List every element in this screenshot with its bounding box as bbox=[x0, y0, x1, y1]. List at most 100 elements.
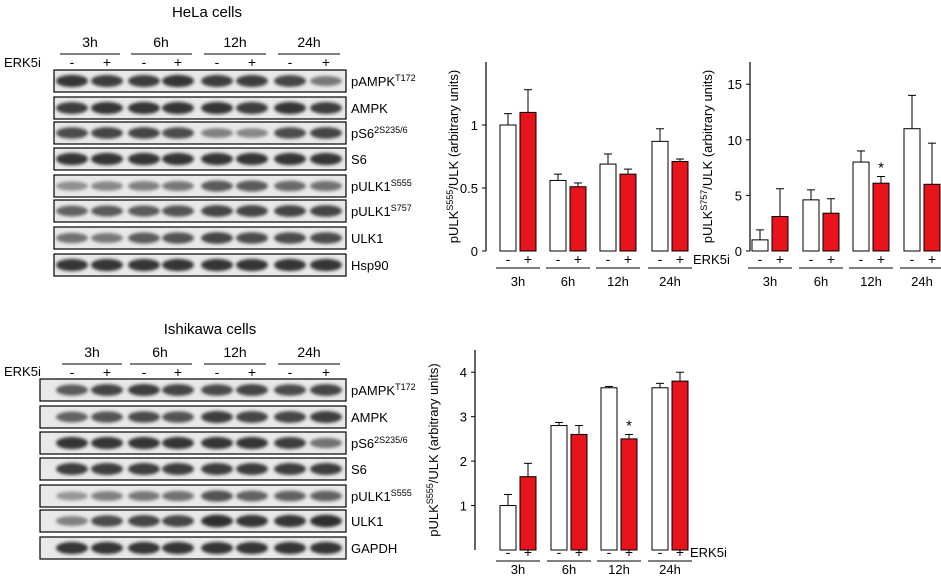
blot-band bbox=[310, 76, 342, 86]
protein-label: ULK1 bbox=[351, 231, 384, 246]
blot-band bbox=[91, 384, 123, 396]
protein-label: AMPK bbox=[351, 410, 388, 425]
protein-site: S757 bbox=[391, 203, 412, 213]
sign-plus: + bbox=[174, 364, 182, 380]
blot-band bbox=[201, 258, 233, 272]
blot-band bbox=[274, 75, 306, 87]
y-tick-label: 0.5 bbox=[460, 181, 478, 196]
category-label: 3h bbox=[511, 562, 525, 576]
sign-plus: + bbox=[248, 54, 256, 70]
y-label-site: S555 bbox=[445, 190, 455, 211]
bar-erk5i bbox=[519, 476, 537, 551]
bar-control bbox=[751, 239, 769, 252]
protein-label: Hsp90 bbox=[351, 258, 389, 273]
y-label-site: S555 bbox=[425, 483, 435, 504]
blot-band bbox=[128, 232, 160, 244]
blot-band bbox=[91, 436, 123, 450]
sign-plus: + bbox=[574, 251, 582, 267]
sign-plus: + bbox=[248, 364, 256, 380]
blot-band bbox=[91, 491, 123, 501]
sign-minus: - bbox=[70, 364, 75, 380]
sign-row: - + - + - + - + bbox=[70, 364, 330, 380]
protein-label: S6 bbox=[351, 152, 367, 167]
sign-minus: - bbox=[288, 54, 293, 70]
treatment-label: ERK5i bbox=[693, 252, 730, 267]
sign-minus: - bbox=[557, 544, 562, 560]
blot-band bbox=[56, 152, 88, 166]
timepoint-label: 6h bbox=[153, 34, 169, 50]
blot-band bbox=[274, 152, 306, 166]
blot-row: GAPDH bbox=[39, 536, 397, 560]
blot-band bbox=[236, 102, 268, 114]
blot-band bbox=[162, 74, 194, 88]
blot-band bbox=[128, 384, 160, 396]
blot-band bbox=[128, 75, 160, 87]
bar-control bbox=[600, 387, 618, 551]
blot-row: AMPK bbox=[53, 96, 388, 120]
blot-band bbox=[91, 541, 123, 555]
protein-label: ULK1 bbox=[351, 514, 384, 529]
y-label-part: pULK bbox=[700, 210, 715, 243]
blot-band bbox=[310, 205, 342, 217]
protein-label: GAPDH bbox=[351, 541, 397, 556]
blot-band bbox=[201, 180, 233, 192]
protein-label: pAMPKT172 bbox=[351, 73, 416, 89]
blot-band bbox=[162, 411, 194, 423]
y-label-part: pULK bbox=[426, 504, 441, 537]
blot-row: pULK1S757 bbox=[53, 199, 412, 223]
blot-row: pULK1S555 bbox=[39, 484, 412, 508]
blot-strip bbox=[53, 253, 347, 277]
sign-plus: + bbox=[575, 544, 583, 560]
blot-band bbox=[128, 181, 160, 191]
sign-minus: - bbox=[215, 364, 220, 380]
blot-band bbox=[310, 180, 342, 192]
blot-band bbox=[201, 514, 233, 528]
sign-minus: - bbox=[809, 251, 814, 267]
sign-minus: - bbox=[215, 54, 220, 70]
y-tick-label: 0 bbox=[735, 244, 742, 259]
blot-band bbox=[236, 205, 268, 217]
category-label: 6h bbox=[814, 274, 828, 289]
sign-minus: - bbox=[607, 544, 612, 560]
protein-name: pAMPK bbox=[351, 74, 395, 89]
sign-plus: + bbox=[877, 251, 885, 267]
blot-band bbox=[310, 127, 342, 139]
blot-band bbox=[201, 541, 233, 555]
blot-strip bbox=[53, 199, 347, 223]
protein-label: pULK1S757 bbox=[351, 203, 412, 219]
blot-band bbox=[236, 258, 268, 272]
bar-erk5i bbox=[671, 380, 689, 551]
blot-row: pULK1S555 bbox=[53, 174, 412, 198]
bar-erk5i bbox=[569, 186, 587, 252]
blot-band bbox=[162, 205, 194, 217]
blot-band bbox=[201, 490, 233, 502]
blot-band bbox=[310, 152, 342, 166]
sign-plus: + bbox=[524, 544, 532, 560]
blot-band bbox=[56, 541, 88, 555]
blot-band bbox=[236, 541, 268, 555]
protein-name: S6 bbox=[351, 152, 367, 167]
blot-row: pAMPKT172 bbox=[53, 69, 416, 93]
bar-erk5i bbox=[519, 111, 537, 252]
blot-band bbox=[274, 411, 306, 423]
blot-band bbox=[162, 152, 194, 166]
protein-name: pULK1 bbox=[351, 489, 391, 504]
blot-band bbox=[310, 258, 342, 272]
y-tick-label: 4 bbox=[460, 365, 467, 380]
blot-strip bbox=[53, 121, 347, 145]
sign-minus: - bbox=[910, 251, 915, 267]
blot-band bbox=[236, 436, 268, 450]
blot-strip bbox=[53, 96, 347, 120]
category-label: 6h bbox=[562, 562, 576, 576]
bar-control bbox=[903, 128, 921, 252]
blot-band bbox=[310, 437, 342, 449]
blot-band bbox=[201, 205, 233, 217]
blot-band bbox=[274, 463, 306, 475]
protein-name: pULK1 bbox=[351, 179, 391, 194]
blot-band bbox=[162, 384, 194, 396]
y-tick-label: 10 bbox=[728, 133, 742, 148]
blot-band bbox=[128, 491, 160, 501]
blot-band bbox=[162, 490, 194, 502]
y-tick-label: 0 bbox=[471, 244, 478, 259]
y-label-part: /ULK (arbitrary units) bbox=[446, 70, 461, 190]
